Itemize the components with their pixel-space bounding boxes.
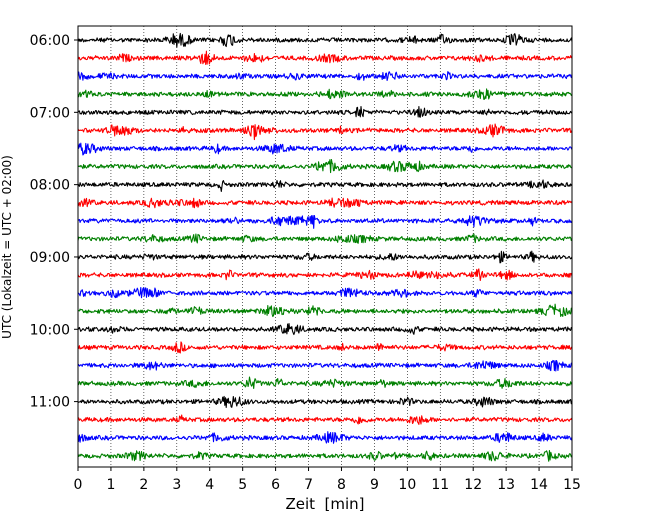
x-tick-label-0: 0 [74, 477, 83, 493]
trace-1100 [77, 395, 573, 408]
x-axis: 0 1 2 3 4 5 6 7 8 9 10 11 12 13 14 15 [74, 467, 581, 493]
x-tick-label-10: 10 [398, 477, 416, 493]
trace-0730 [77, 142, 573, 156]
x-tick-label-1: 1 [106, 477, 115, 493]
y-tick-label-2: 08:00 [30, 178, 70, 194]
x-axis-label: Zeit [min] [285, 495, 364, 513]
trace-0630 [77, 71, 573, 82]
y-tick-label-4: 10:00 [30, 322, 70, 338]
trace-0815 [77, 197, 573, 209]
trace-1045 [77, 376, 573, 389]
x-tick-label-11: 11 [431, 477, 449, 493]
trace-0945 [77, 303, 573, 318]
trace-0900 [77, 250, 573, 264]
y-tick-label-1: 07:00 [30, 105, 70, 121]
x-tick-label-9: 9 [370, 477, 379, 493]
trace-1030 [77, 359, 573, 372]
x-tick-label-8: 8 [337, 477, 346, 493]
x-tick-label-14: 14 [530, 477, 548, 493]
trace-0830 [77, 214, 573, 229]
trace-0930 [77, 287, 573, 299]
seismogram-traces [77, 32, 573, 462]
trace-0715 [77, 123, 573, 141]
trace-0800 [77, 179, 573, 192]
trace-1000 [77, 323, 573, 336]
trace-0745 [77, 158, 573, 174]
x-tick-label-6: 6 [271, 477, 280, 493]
x-tick-label-12: 12 [464, 477, 482, 493]
y-tick-label-5: 11:00 [30, 395, 70, 411]
x-tick-label-13: 13 [497, 477, 515, 493]
x-tick-label-2: 2 [139, 477, 148, 493]
x-tick-label-3: 3 [172, 477, 181, 493]
y-tick-label-3: 09:00 [30, 250, 70, 266]
trace-0700 [77, 106, 573, 118]
trace-0915 [77, 268, 573, 282]
x-tick-label-4: 4 [205, 477, 214, 493]
y-tick-label-0: 06:00 [30, 33, 70, 49]
trace-0845 [77, 233, 573, 244]
y-axis-label: UTC (Lokalzeit = UTC + 02:00) [0, 155, 14, 339]
trace-1015 [77, 341, 573, 354]
trace-1145 [77, 450, 573, 462]
x-tick-label-7: 7 [304, 477, 313, 493]
trace-0615 [77, 50, 573, 65]
x-tick-label-15: 15 [563, 477, 581, 493]
trace-0645 [77, 88, 573, 100]
trace-0600 [77, 32, 573, 48]
trace-1115 [77, 414, 573, 425]
trace-1130 [77, 431, 573, 444]
plot-frame [77, 25, 573, 468]
y-axis: 06:00 07:00 08:00 09:00 10:00 11:00 [30, 33, 78, 411]
x-tick-label-5: 5 [238, 477, 247, 493]
